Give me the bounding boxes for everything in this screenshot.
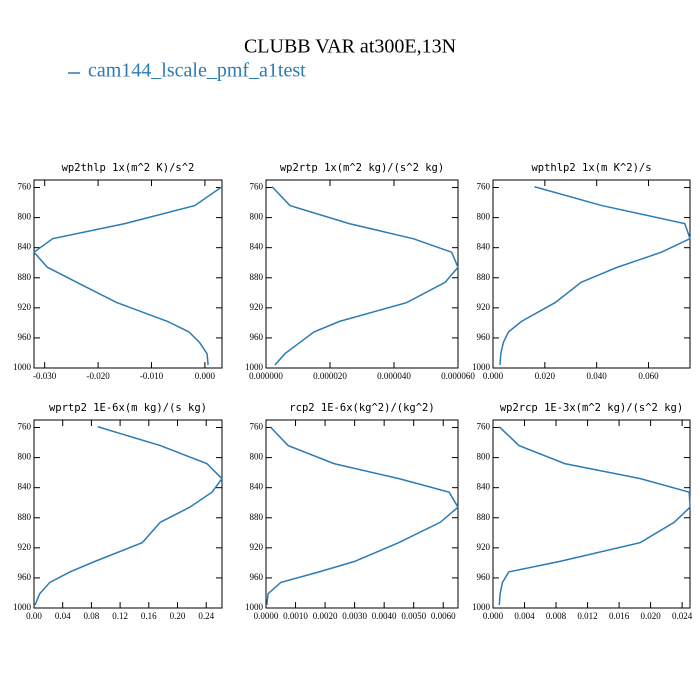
x-tick-label: 0.020 [535,371,556,381]
x-tick-label: 0.012 [577,611,597,621]
subplot-title: wpthlp2 1x(m K^2)/s [531,162,651,174]
subplot-title: wp2rcp 1E-3x(m^2 kg)/(s^2 kg) [500,402,683,414]
plot-frame [265,179,459,369]
y-tick-label: 760 [18,422,32,432]
x-tick-label: 0.000040 [377,371,411,381]
y-tick-label: 760 [477,422,491,432]
x-tick-label: 0.004 [514,611,535,621]
x-tick-label: 0.000 [483,371,504,381]
plot-frame [492,179,691,369]
x-tick-label: 0.16 [141,611,157,621]
plot-frame [33,179,223,369]
x-tick-label: 0.0040 [372,611,397,621]
y-tick-label: 1000 [472,602,491,612]
x-tick-label: 0.000000 [249,371,283,381]
x-tick-label: 0.0030 [342,611,367,621]
subplot-title: rcp2 1E-6x(kg^2)/(kg^2) [289,402,434,414]
x-tick-label: 0.060 [638,371,659,381]
x-tick-label: 0.00 [26,611,42,621]
y-tick-label: 880 [18,512,32,522]
y-tick-label: 840 [250,482,264,492]
y-tick-label: 840 [250,242,264,252]
x-tick-label: 0.08 [84,611,100,621]
y-tick-label: 920 [18,302,32,312]
x-tick-label: 0.000 [195,371,216,381]
y-tick-label: 800 [477,212,491,222]
x-tick-label: 0.000060 [441,371,475,381]
y-tick-label: 840 [477,242,491,252]
y-tick-label: 960 [477,332,491,342]
y-tick-label: 840 [477,482,491,492]
y-tick-label: 840 [18,242,32,252]
x-tick-label: 0.000020 [313,371,347,381]
y-tick-label: 1000 [472,362,491,372]
profile-line [271,186,459,366]
figure-title: CLUBB VAR at300E,13N [244,36,456,58]
y-tick-label: 880 [477,272,491,282]
y-tick-label: 960 [18,572,32,582]
x-tick-label: 0.0020 [313,611,338,621]
y-tick-label: 840 [18,482,32,492]
x-tick-label: 0.24 [198,611,214,621]
plot-frame [33,419,223,609]
x-tick-label: -0.010 [140,371,164,381]
y-tick-label: 760 [250,182,264,192]
profile-line [34,426,223,606]
x-tick-label: 0.0010 [283,611,308,621]
y-tick-label: 920 [18,542,32,552]
y-tick-label: 960 [477,572,491,582]
y-tick-label: 800 [18,452,32,462]
y-tick-label: 800 [250,452,264,462]
subplot-title: wprtp2 1E-6x(m kg)/(s kg) [49,402,207,414]
x-tick-label: 0.000 [483,611,504,621]
x-tick-label: 0.040 [587,371,608,381]
x-tick-label: -0.030 [33,371,57,381]
y-tick-label: 1000 [13,362,32,372]
y-tick-label: 1000 [13,602,32,612]
y-tick-label: 920 [477,542,491,552]
y-tick-label: 800 [477,452,491,462]
y-tick-label: 1000 [245,602,264,612]
y-tick-label: 920 [477,302,491,312]
y-tick-label: 880 [18,272,32,282]
x-tick-label: 0.04 [55,611,71,621]
x-tick-label: 0.0050 [401,611,426,621]
profile-line [498,426,691,606]
y-tick-label: 920 [250,302,264,312]
x-tick-label: 0.016 [609,611,630,621]
y-tick-label: 1000 [245,362,264,372]
profile-line [499,186,691,366]
y-tick-label: 920 [250,542,264,552]
profile-line [266,426,459,606]
y-tick-label: 960 [250,572,264,582]
subplot-title: wp2rtp 1x(m^2 kg)/(s^2 kg) [280,162,444,174]
y-tick-label: 760 [18,182,32,192]
profile-line [32,186,223,366]
x-tick-label: 0.20 [170,611,186,621]
y-tick-label: 800 [18,212,32,222]
y-tick-label: 960 [250,332,264,342]
plot-frame [492,419,691,609]
x-tick-label: 0.0060 [431,611,456,621]
subplot-title: wp2thlp 1x(m^2 K)/s^2 [62,162,195,174]
plot-frame [265,419,459,609]
y-tick-label: 880 [250,512,264,522]
x-tick-label: 0.008 [546,611,567,621]
x-tick-label: 0.12 [112,611,128,621]
x-tick-label: -0.020 [86,371,110,381]
x-tick-label: 0.0000 [254,611,279,621]
legend-label: cam144_lscale_pmf_a1test [88,60,306,82]
y-tick-label: 760 [250,422,264,432]
x-tick-label: 0.024 [672,611,693,621]
y-tick-label: 760 [477,182,491,192]
y-tick-label: 880 [477,512,491,522]
y-tick-label: 800 [250,212,264,222]
y-tick-label: 960 [18,332,32,342]
x-tick-label: 0.020 [640,611,661,621]
y-tick-label: 880 [250,272,264,282]
